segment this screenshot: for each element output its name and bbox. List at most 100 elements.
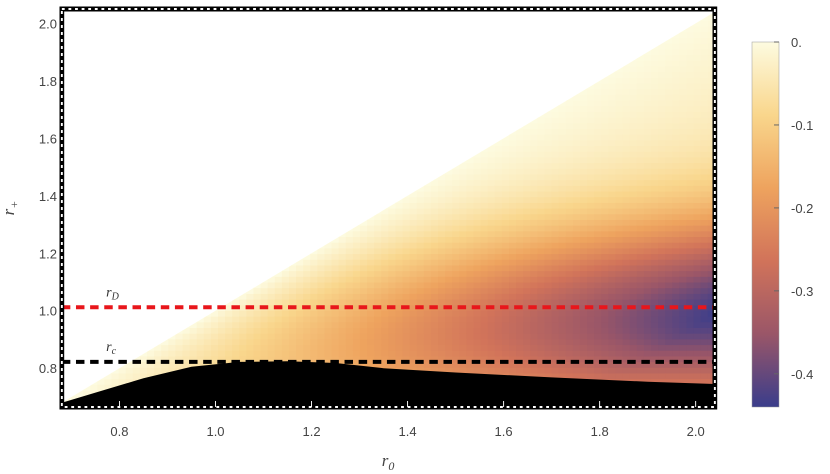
- heat-cell: [565, 230, 574, 238]
- heat-cell: [587, 333, 595, 340]
- heat-cell: [331, 270, 340, 277]
- heat-cell: [643, 134, 652, 141]
- heat-cell: [558, 350, 567, 357]
- heat-cell: [445, 293, 453, 300]
- heat-cell: [338, 355, 347, 363]
- heat-cell: [182, 333, 191, 340]
- heat-cell: [239, 310, 247, 317]
- heat-cell: [565, 236, 574, 243]
- heat-cell: [679, 60, 688, 67]
- heat-cell: [381, 202, 389, 209]
- heat-cell: [331, 242, 340, 249]
- heat-cell: [509, 225, 517, 232]
- heat-cell: [523, 316, 531, 323]
- heat-cell: [693, 151, 702, 158]
- heat-cell: [501, 287, 510, 294]
- heat-cell: [579, 344, 588, 351]
- heat-cell: [345, 259, 354, 266]
- heat-cell: [168, 333, 176, 340]
- heat-cell: [579, 202, 588, 209]
- heat-cell: [416, 338, 425, 346]
- heat-cell: [636, 60, 645, 67]
- heat-cell: [288, 259, 297, 266]
- heat-cell: [594, 156, 602, 164]
- heat-cell: [693, 242, 702, 249]
- heat-cell: [509, 361, 517, 368]
- heat-cell: [530, 350, 538, 357]
- heat-cell: [409, 196, 418, 203]
- heat-cell: [686, 43, 695, 50]
- heat-cell: [672, 60, 680, 67]
- heat-cell: [530, 367, 538, 374]
- heat-cell: [423, 236, 432, 243]
- heat-cell: [317, 316, 326, 323]
- heat-cell: [572, 327, 581, 334]
- heat-cell: [686, 99, 695, 107]
- heat-cell: [530, 247, 538, 255]
- heat-cell: [650, 230, 659, 238]
- heat-cell: [608, 111, 617, 118]
- heat-cell: [643, 219, 652, 226]
- heat-cell: [686, 361, 695, 368]
- heat-cell: [452, 333, 460, 340]
- heat-cell: [686, 54, 695, 61]
- heat-cell: [629, 276, 638, 283]
- heat-cell: [487, 327, 496, 334]
- heat-cell: [658, 208, 666, 215]
- heat-cell: [388, 270, 397, 277]
- heat-cell: [686, 134, 695, 141]
- heat-cell: [686, 327, 695, 334]
- heat-cell: [707, 145, 715, 152]
- heat-cell: [359, 264, 368, 272]
- heat-cell: [636, 333, 645, 340]
- heat-cell: [359, 259, 368, 266]
- heat-cell: [359, 247, 368, 255]
- heat-cell: [331, 236, 340, 243]
- heat-cell: [686, 139, 695, 147]
- heat-cell: [331, 316, 340, 323]
- heat-cell: [679, 219, 688, 226]
- heat-cell: [267, 298, 276, 306]
- heat-cell: [246, 281, 255, 289]
- heat-cell: [402, 276, 411, 283]
- heat-cell: [565, 361, 574, 368]
- heat-cell: [629, 236, 638, 243]
- heat-cell: [587, 276, 595, 283]
- heat-cell: [196, 344, 205, 351]
- heat-cell: [288, 287, 297, 294]
- heat-cell: [501, 259, 510, 266]
- heat-cell: [509, 156, 517, 164]
- heat-cell: [452, 327, 460, 334]
- heat-cell: [579, 208, 588, 215]
- heat-cell: [594, 293, 602, 300]
- heat-cell: [374, 298, 382, 306]
- heat-cell: [643, 372, 652, 380]
- heat-cell: [487, 139, 496, 147]
- heat-cell: [686, 367, 695, 374]
- heat-cell: [310, 327, 318, 334]
- heat-cell: [480, 316, 489, 323]
- heat-cell: [672, 111, 680, 118]
- heat-cell: [629, 48, 638, 56]
- heat-cell: [530, 372, 538, 380]
- heat-cell: [239, 316, 247, 323]
- heat-cell: [636, 168, 645, 175]
- heat-cell: [438, 361, 446, 368]
- heat-cell: [317, 355, 326, 363]
- heat-cell: [551, 355, 560, 363]
- heat-cell: [587, 236, 595, 243]
- heat-cell: [338, 287, 347, 294]
- heat-cell: [672, 162, 680, 169]
- heat-cell: [658, 128, 666, 135]
- heat-cell: [594, 94, 602, 101]
- heat-cell: [296, 344, 304, 351]
- heat-cell: [530, 281, 538, 289]
- heat-cell: [296, 350, 304, 357]
- heat-cell: [643, 94, 652, 101]
- heat-cell: [317, 293, 326, 300]
- heat-cell: [658, 202, 666, 209]
- heat-cell: [324, 287, 333, 294]
- heat-cell: [76, 378, 84, 385]
- heat-cell: [331, 281, 340, 289]
